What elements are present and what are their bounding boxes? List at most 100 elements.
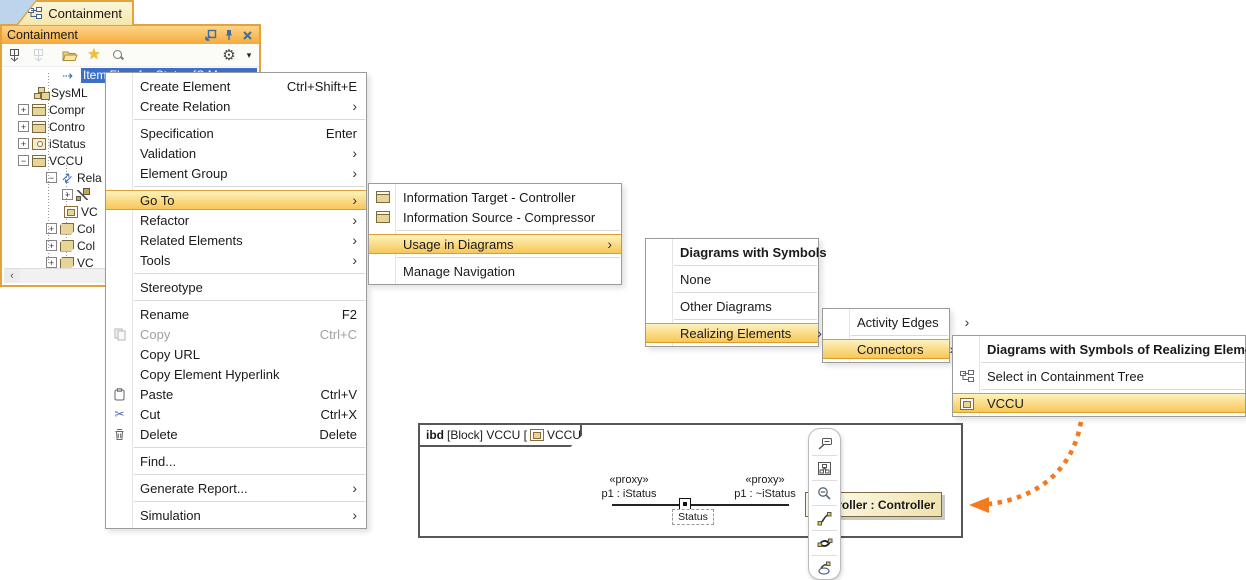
menu-item-specification[interactable]: Specification Enter [106,123,366,143]
menu-item-label: Element Group [140,165,228,181]
tree-item-relations[interactable]: ⇄ Rela [4,169,257,186]
connector-line[interactable] [612,504,789,506]
expand-plus-icon[interactable] [18,138,29,149]
zoom-out-icon[interactable] [812,483,837,503]
panel-header: Containment [2,26,259,44]
menu-item-generate-report[interactable]: Generate Report... › [106,478,366,498]
tree-item-sysml[interactable]: SysML [4,84,257,101]
menu-item-label: Stereotype [140,279,203,295]
menu-item-connectors[interactable]: Connectors › [823,339,954,359]
menu-item-manage-navigation[interactable]: Manage Navigation [369,261,621,281]
expand-plus-icon[interactable] [18,121,29,132]
item-flow-label[interactable]: Status [672,509,714,525]
gear-caret-icon[interactable]: ▾ [246,49,252,60]
block-icon [32,120,46,133]
menu-item-vccu[interactable]: VCCU [953,393,1245,413]
menu-header-diagrams-with-symbols: Diagrams with Symbols [646,242,827,262]
menu-item-copy[interactable]: Copy Ctrl+C [106,324,366,344]
tree-item-col2[interactable]: Col [4,237,257,254]
related-elements-icon[interactable] [812,533,837,553]
pin-icon[interactable] [222,28,236,42]
menu-item-information-target[interactable]: Information Target - Controller [369,187,621,207]
structure-diagram-icon[interactable] [812,458,837,478]
submenu-arrow-icon: › [352,165,357,181]
expand-minus-icon[interactable] [18,155,29,166]
menu-item-information-source[interactable]: Information Source - Compressor [369,207,621,227]
menu-item-copy-element-hyperlink[interactable]: Copy Element Hyperlink [106,364,366,384]
collapse-selected-icon[interactable] [8,47,24,63]
expand-plus-icon[interactable] [46,223,57,234]
ellipse-connector-icon[interactable] [812,558,837,578]
menu-item-create-relation[interactable]: Create Relation › [106,96,366,116]
menu-shortcut: Enter [325,125,357,141]
menu-item-related-elements[interactable]: Related Elements › [106,230,366,250]
menu-header-label: Diagrams with Symbols of Realizing Eleme… [987,341,1246,357]
tree-item-vccu-diagram[interactable]: VC [4,203,257,220]
menu-item-paste[interactable]: Paste Ctrl+V [106,384,366,404]
menu-item-cut[interactable]: ✂ Cut Ctrl+X [106,404,366,424]
expand-minus-icon[interactable] [46,172,57,183]
tree-item-istatus[interactable]: iStatus [4,135,257,152]
menu-item-label: Select in Containment Tree [987,368,1144,384]
search-icon[interactable] [110,47,126,63]
menu-item-rename[interactable]: Rename F2 [106,304,366,324]
menu-item-label: Paste [140,386,174,402]
expand-plus-icon[interactable] [46,240,57,251]
menu-separator [851,335,948,336]
menu-shortcut: Ctrl+X [320,406,357,422]
sysml-icon [34,86,48,99]
tree-item-label: Col [77,221,96,236]
collapse-all-icon[interactable] [32,47,48,63]
menu-separator [397,257,620,258]
expand-plus-icon[interactable] [62,189,73,200]
menu-separator [981,362,1244,363]
menu-item-find[interactable]: Find... [106,451,366,471]
open-folder-icon[interactable] [62,47,78,63]
tree-item-col1[interactable]: Col [4,220,257,237]
tree-item-controller[interactable]: Contro [4,118,257,135]
menu-item-stereotype[interactable]: Stereotype [106,277,366,297]
toolbar-separator [812,555,837,556]
menu-item-activity-edges[interactable]: Activity Edges › [823,312,969,332]
expand-plus-icon[interactable] [18,104,29,115]
tab-containment[interactable]: Containment [16,0,134,25]
gear-icon[interactable]: ⚙ [222,46,236,64]
close-icon[interactable] [240,28,254,42]
submenu-arrow-icon: › [352,212,357,228]
tree-item-label: VC [77,255,94,270]
tree-item-vc3[interactable]: VC [4,254,257,269]
tree-item-label: iStatus [49,136,86,151]
tree-item-label: Compr [49,102,86,117]
path-endpoints-icon[interactable] [812,508,837,528]
menu-item-validation[interactable]: Validation › [106,143,366,163]
float-icon[interactable] [204,28,218,42]
menu-item-delete[interactable]: Delete Delete [106,424,366,444]
containment-tree-icon [27,6,43,22]
menu-item-select-in-containment-tree[interactable]: Select in Containment Tree [953,366,1245,386]
hint-arrow [969,411,1085,513]
menu-item-go-to[interactable]: Go To › [106,190,366,210]
callout-icon[interactable] [812,433,837,453]
menu-item-simulation[interactable]: Simulation › [106,505,366,525]
menu-item-create-element[interactable]: Create Element Ctrl+Shift+E [106,76,366,96]
menu-item-tools[interactable]: Tools › [106,250,366,270]
tree-item-compressor[interactable]: Compr [4,101,257,118]
menu-item-element-group[interactable]: Element Group › [106,163,366,183]
submenu-arrow-icon: › [352,145,357,161]
favorites-star-icon[interactable]: ★ [87,46,101,63]
scroll-left-icon[interactable]: ‹ [4,269,20,283]
diagram-header: ibd [Block] VCCU [ VCCU ] [418,423,582,447]
menu-item-copy-url[interactable]: Copy URL [106,344,366,364]
expand-plus-icon[interactable] [46,257,57,268]
menu-shortcut: Delete [319,426,357,442]
submenu-arrow-icon: › [352,507,357,523]
menu-item-usage-in-diagrams[interactable]: Usage in Diagrams › [369,234,621,254]
menu-item-none[interactable]: None [646,269,818,289]
menu-item-realizing-elements[interactable]: Realizing Elements › [646,323,822,343]
menu-item-other-diagrams[interactable]: Other Diagrams [646,296,818,316]
menu-item-refactor[interactable]: Refactor › [106,210,366,230]
menu-separator [134,300,365,301]
tree-item-connector[interactable] [4,186,257,203]
tree-guide-line [48,73,49,263]
